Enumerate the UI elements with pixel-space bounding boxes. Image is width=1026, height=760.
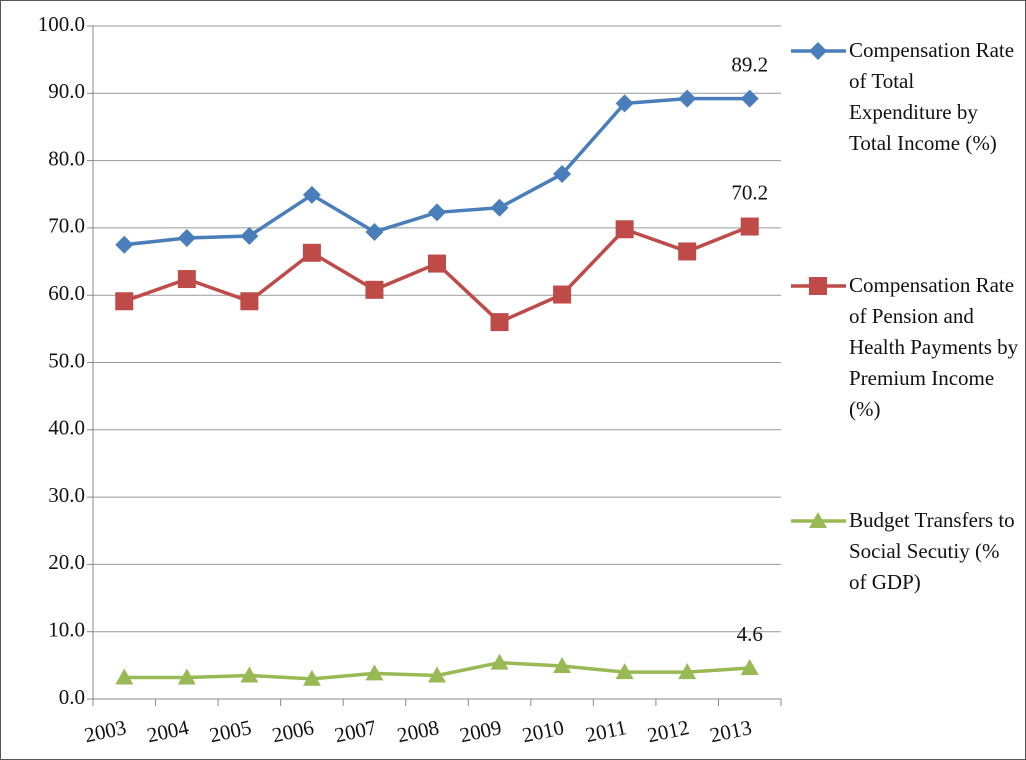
point bbox=[809, 512, 827, 528]
point bbox=[240, 292, 259, 311]
y-tick-label: 90.0 bbox=[48, 79, 85, 103]
point bbox=[302, 185, 321, 204]
point bbox=[177, 228, 196, 247]
point bbox=[428, 666, 446, 683]
point bbox=[302, 243, 321, 262]
point bbox=[615, 220, 634, 239]
point bbox=[177, 668, 196, 685]
point bbox=[809, 42, 827, 60]
point bbox=[740, 659, 759, 676]
y-tick-label: 10.0 bbox=[48, 618, 85, 642]
x-tick-label: 2007 bbox=[332, 715, 378, 747]
point bbox=[553, 657, 572, 674]
legend-label: Compensation Rate of Pension and Health … bbox=[849, 273, 1019, 421]
y-tick-label: 100.0 bbox=[38, 12, 85, 36]
point bbox=[115, 668, 134, 685]
y-tick-label: 80.0 bbox=[48, 146, 85, 170]
point bbox=[678, 663, 697, 680]
point bbox=[490, 198, 509, 217]
data-label: 89.2 bbox=[731, 52, 768, 76]
point bbox=[115, 235, 134, 254]
point bbox=[615, 94, 634, 113]
point bbox=[365, 280, 384, 299]
y-tick-label: 70.0 bbox=[48, 214, 85, 238]
legend-label: Compensation Rate of Total Expenditure b… bbox=[849, 38, 1015, 155]
point bbox=[615, 663, 634, 680]
point bbox=[553, 285, 572, 304]
point bbox=[428, 254, 446, 273]
point bbox=[240, 226, 259, 245]
series-line bbox=[124, 96, 750, 247]
x-tick-label: 2010 bbox=[520, 715, 566, 747]
legend-label: Budget Transfers to Social Secutiy (% of… bbox=[849, 508, 1015, 594]
point bbox=[365, 664, 384, 681]
point bbox=[428, 203, 446, 222]
y-tick-label: 30.0 bbox=[48, 483, 85, 507]
point bbox=[240, 666, 259, 683]
x-tick-label: 2005 bbox=[207, 715, 253, 747]
point bbox=[553, 165, 572, 184]
x-tick-label: 2003 bbox=[82, 715, 128, 747]
x-tick-label: 2011 bbox=[583, 715, 628, 747]
y-tick-label: 20.0 bbox=[48, 550, 85, 574]
y-tick-label: 60.0 bbox=[48, 281, 85, 305]
y-tick-label: 50.0 bbox=[48, 348, 85, 372]
point bbox=[740, 217, 759, 236]
point bbox=[740, 89, 759, 108]
point bbox=[365, 222, 384, 241]
point bbox=[490, 313, 509, 332]
data-label: 4.6 bbox=[737, 622, 763, 646]
x-tick-label: 2009 bbox=[458, 715, 504, 747]
series-line bbox=[123, 224, 751, 325]
point bbox=[678, 89, 697, 108]
point bbox=[490, 653, 509, 670]
data-label: 70.2 bbox=[731, 180, 768, 204]
point bbox=[678, 242, 697, 261]
point bbox=[177, 270, 196, 289]
x-tick-label: 2006 bbox=[270, 715, 316, 747]
point bbox=[115, 292, 134, 311]
y-tick-label: 0.0 bbox=[59, 685, 85, 709]
point bbox=[302, 669, 321, 686]
x-tick-label: 2013 bbox=[708, 715, 754, 747]
x-tick-label: 2012 bbox=[645, 715, 691, 747]
y-tick-label: 40.0 bbox=[48, 416, 85, 440]
x-tick-label: 2004 bbox=[145, 715, 192, 747]
x-tick-label: 2008 bbox=[395, 715, 441, 747]
point bbox=[809, 277, 827, 295]
